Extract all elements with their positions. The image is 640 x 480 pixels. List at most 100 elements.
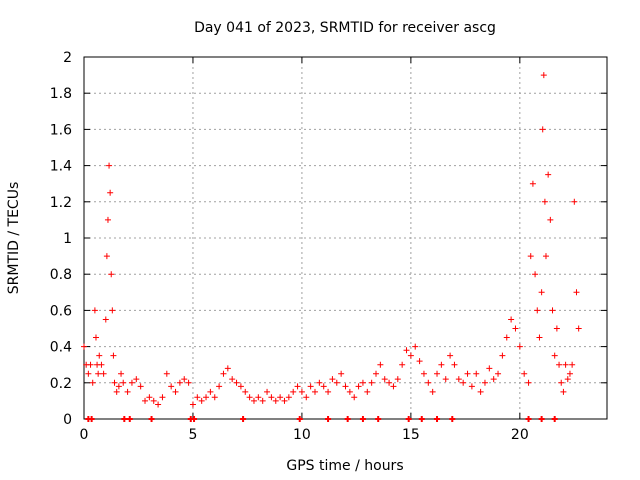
data-point xyxy=(95,370,102,377)
data-point xyxy=(429,388,436,395)
gap-marker xyxy=(375,416,382,422)
data-point xyxy=(342,383,349,390)
grid xyxy=(83,57,607,419)
data-point xyxy=(560,388,567,395)
data-point xyxy=(575,325,582,332)
data-point xyxy=(303,394,310,401)
data-point xyxy=(246,394,253,401)
data-point xyxy=(355,383,362,390)
data-point xyxy=(159,394,166,401)
data-point xyxy=(329,376,336,383)
y-tick-label: 0.6 xyxy=(50,303,72,319)
data-point xyxy=(403,347,410,354)
data-point xyxy=(120,379,127,386)
data-point xyxy=(181,376,188,383)
data-point xyxy=(527,253,534,260)
data-point xyxy=(124,388,131,395)
data-point xyxy=(460,379,467,386)
data-point xyxy=(142,397,149,404)
data-point xyxy=(425,379,432,386)
data-point xyxy=(237,383,244,390)
data-point xyxy=(92,334,99,341)
data-point xyxy=(113,388,120,395)
data-point xyxy=(87,361,94,368)
data-point xyxy=(203,394,210,401)
y-axis-label: SRMTID / TECUs xyxy=(6,182,22,295)
data-point xyxy=(185,379,192,386)
data-point xyxy=(558,379,565,386)
data-point xyxy=(104,216,111,223)
data-point xyxy=(516,343,523,350)
x-tick-label: 5 xyxy=(188,427,197,443)
x-tick-label: 0 xyxy=(80,427,89,443)
data-point xyxy=(545,171,552,178)
data-point xyxy=(381,376,388,383)
data-point xyxy=(538,289,545,296)
data-point xyxy=(211,394,218,401)
gap-marker xyxy=(126,416,133,422)
data-point xyxy=(495,370,502,377)
data-point xyxy=(464,370,471,377)
gap-marker xyxy=(418,416,425,422)
data-point xyxy=(373,370,380,377)
gap-marker xyxy=(538,416,545,422)
gap-marker xyxy=(434,416,441,422)
data-point xyxy=(137,383,144,390)
data-point xyxy=(133,376,140,383)
data-point xyxy=(146,394,153,401)
chart-title: Day 041 of 2023, SRMTID for receiver asc… xyxy=(194,20,496,36)
data-point xyxy=(571,198,578,205)
data-point xyxy=(573,289,580,296)
data-point xyxy=(106,162,113,169)
data-point xyxy=(290,388,297,395)
y-tick-label: 0 xyxy=(63,412,72,428)
data-point xyxy=(438,361,445,368)
data-point xyxy=(564,376,571,383)
data-point xyxy=(118,370,125,377)
data-point xyxy=(172,388,179,395)
data-point xyxy=(539,126,546,133)
data-point xyxy=(481,379,488,386)
data-points xyxy=(81,72,582,408)
data-point xyxy=(508,316,515,323)
data-point xyxy=(81,343,87,350)
data-point xyxy=(155,401,162,408)
y-axis: 0 0.2 0.4 0.6 0.8 1 1.2 1.4 1.6 1.8 2 xyxy=(50,50,607,428)
data-point xyxy=(542,253,549,260)
data-point xyxy=(420,370,427,377)
data-point xyxy=(541,198,548,205)
data-point xyxy=(100,370,107,377)
data-point xyxy=(298,388,305,395)
data-point xyxy=(163,370,170,377)
data-point xyxy=(264,388,271,395)
data-point xyxy=(109,307,116,314)
data-point xyxy=(351,394,358,401)
data-point xyxy=(532,271,539,278)
data-point xyxy=(525,379,532,386)
data-point xyxy=(115,383,122,390)
data-point xyxy=(359,379,366,386)
y-tick-label: 0.2 xyxy=(50,376,72,392)
data-point xyxy=(91,307,98,314)
data-point xyxy=(521,370,528,377)
data-point xyxy=(168,383,175,390)
data-point xyxy=(569,361,576,368)
data-point xyxy=(108,271,115,278)
data-point xyxy=(412,343,419,350)
data-point xyxy=(233,379,240,386)
gap-marker xyxy=(359,416,366,422)
data-point xyxy=(85,370,92,377)
data-point xyxy=(255,394,262,401)
data-point xyxy=(320,383,327,390)
gap-marker xyxy=(325,416,332,422)
data-point xyxy=(399,361,406,368)
y-tick-label: 0.8 xyxy=(50,267,72,283)
gap-marker xyxy=(551,416,558,422)
data-point xyxy=(333,379,340,386)
data-point xyxy=(553,325,560,332)
data-point xyxy=(224,365,231,372)
gap-marker xyxy=(148,416,155,422)
data-point xyxy=(311,388,318,395)
data-point xyxy=(416,358,423,365)
gap-marker xyxy=(405,416,412,422)
